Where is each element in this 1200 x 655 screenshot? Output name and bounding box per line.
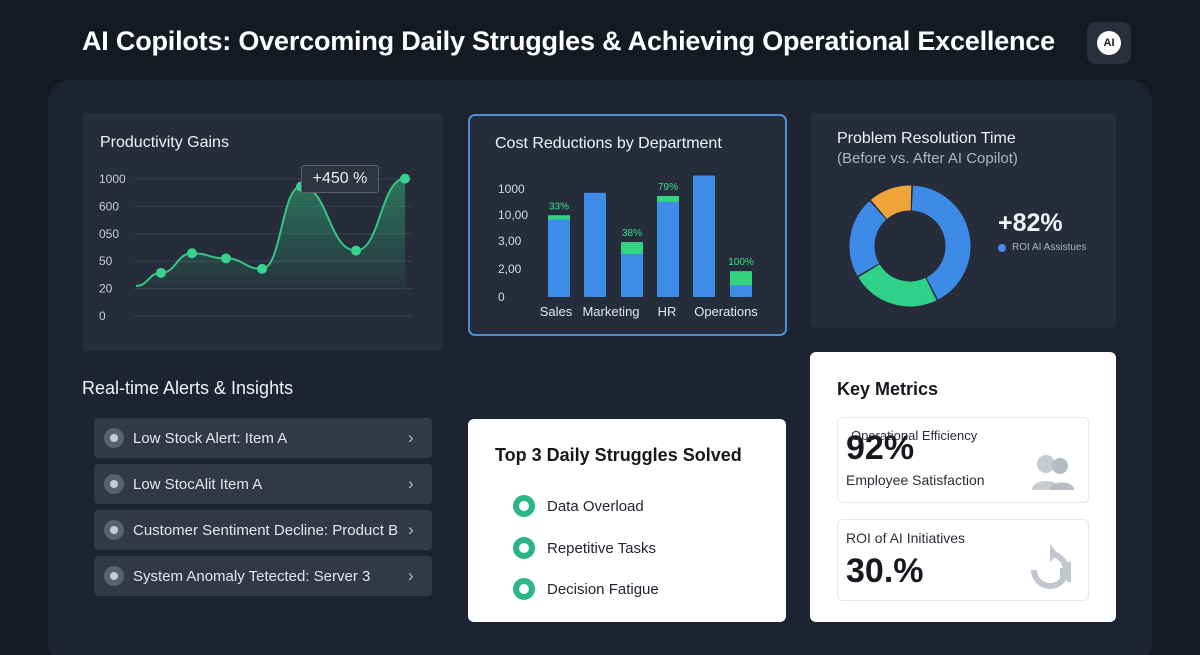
chevron-right-icon: › bbox=[408, 566, 414, 585]
y-tick-label: 10,00 bbox=[498, 208, 528, 222]
chevron-right-icon: › bbox=[408, 520, 414, 539]
cost-bar-accent bbox=[657, 195, 679, 202]
cost-reduction-card: Cost Reductions by Department 1000 10,00 3… bbox=[468, 114, 787, 336]
data-point bbox=[400, 173, 410, 184]
gear-icon bbox=[104, 428, 124, 448]
users-icon bbox=[1032, 455, 1074, 490]
struggle-label: Decision Fatigue bbox=[547, 580, 659, 598]
cost-bar bbox=[584, 192, 606, 297]
chevron-right-icon: › bbox=[408, 428, 414, 447]
people-icon bbox=[104, 520, 124, 540]
cost-bar bbox=[548, 215, 570, 297]
y-tick-label: 3,00 bbox=[498, 234, 522, 248]
struggles-card: Top 3 Daily Struggles Solved Data Overlo… bbox=[468, 419, 786, 622]
ai-badge-icon: AI bbox=[1097, 31, 1121, 55]
chevron-right-icon: › bbox=[408, 474, 414, 493]
cost-bar-accent bbox=[548, 215, 570, 220]
y-tick-label: 1000 bbox=[498, 182, 525, 196]
struggle-item-data-overload: Data Overload bbox=[513, 495, 644, 517]
y-tick-label: 2,00 bbox=[498, 262, 522, 276]
metric-label: ROI of AI Initiatives bbox=[846, 530, 966, 546]
donut-slice bbox=[911, 185, 971, 300]
person-icon bbox=[513, 578, 535, 600]
alert-label: Low StocAlit Item A bbox=[133, 475, 263, 493]
alert-label: Low Stock Alert: Item A bbox=[133, 429, 288, 447]
productivity-callout: +450 % bbox=[301, 165, 379, 193]
donut-slice bbox=[858, 263, 937, 307]
cost-bar bbox=[693, 175, 715, 297]
donut-slice bbox=[849, 201, 887, 276]
growth-icon bbox=[1031, 544, 1071, 589]
struggle-item-decision: Decision Fatigue bbox=[513, 578, 659, 600]
bar-data-label: 100% bbox=[728, 257, 754, 268]
y-tick-label: 0 bbox=[498, 290, 505, 304]
resolution-legend: ROI AI Assistues bbox=[998, 242, 1086, 253]
metric-roi: ROI of AI Initiatives 30.% bbox=[837, 519, 1089, 601]
struggles-title: Top 3 Daily Struggles Solved bbox=[495, 445, 742, 465]
metric-value: 92% bbox=[846, 429, 915, 467]
alert-label: Customer Sentiment Decline: Product B bbox=[133, 521, 399, 539]
metric-value: 30.% bbox=[846, 552, 924, 590]
alert-item-anomaly[interactable]: System Anomaly Tetected: Server 3 › bbox=[94, 556, 432, 596]
page-title: AI Copilots: Overcoming Daily Struggles … bbox=[82, 26, 1055, 56]
alert-label: System Anomaly Tetected: Server 3 bbox=[133, 567, 371, 585]
donut-slice bbox=[870, 185, 912, 220]
productivity-card: Productivity Gains 1000 600 050 50 20 0 +450 … bbox=[82, 113, 443, 351]
category-label: HR bbox=[658, 304, 677, 319]
cost-bar-accent bbox=[621, 242, 643, 254]
bar-data-label: 38% bbox=[622, 228, 642, 239]
resolution-subtitle: (Before vs. After AI Copilot) bbox=[837, 150, 1018, 167]
robot-icon bbox=[513, 537, 535, 559]
productivity-title: Productivity Gains bbox=[100, 134, 229, 151]
y-tick-label: 20 bbox=[99, 282, 113, 296]
struggle-label: Data Overload bbox=[547, 497, 644, 515]
cost-title: Cost Reductions by Department bbox=[495, 135, 722, 152]
y-tick-label: 50 bbox=[99, 254, 113, 268]
alert-item-sentiment[interactable]: Customer Sentiment Decline: Product B › bbox=[94, 510, 432, 550]
y-tick-label: 0 bbox=[99, 309, 106, 323]
data-point bbox=[257, 263, 267, 274]
resolution-donut bbox=[849, 185, 971, 307]
metric-efficiency: 92% Operational Efficiency Employee Sati… bbox=[837, 417, 1089, 503]
metric-label: Operational Efficiency bbox=[851, 428, 978, 443]
box-icon bbox=[104, 474, 124, 494]
resolution-value: +82% bbox=[998, 209, 1063, 237]
bar-data-label: 79% bbox=[658, 182, 678, 193]
resolution-card: Problem Resolution Time (Before vs. Afte… bbox=[810, 113, 1116, 328]
struggle-label: Repetitive Tasks bbox=[547, 539, 656, 557]
data-point bbox=[351, 245, 361, 256]
alert-item-low-stock-2[interactable]: Low StocAlit Item A › bbox=[94, 464, 432, 504]
cost-chart: 1000 10,00 3,00 2,00 0 33% 38% 79% 100% Sales Mark… bbox=[498, 175, 758, 319]
data-point bbox=[156, 267, 166, 278]
legend-dot-icon bbox=[998, 243, 1006, 252]
category-label: Operations bbox=[694, 304, 758, 319]
data-icon bbox=[513, 495, 535, 517]
cloud-icon bbox=[104, 566, 124, 586]
alert-item-low-stock[interactable]: Low Stock Alert: Item A › bbox=[94, 418, 432, 458]
data-point bbox=[221, 253, 231, 264]
ai-badge-button[interactable]: AI bbox=[1087, 22, 1131, 64]
cost-bar bbox=[657, 195, 679, 297]
y-tick-label: 1000 bbox=[99, 172, 126, 186]
metrics-title: Key Metrics bbox=[837, 379, 939, 399]
key-metrics-card: Key Metrics 92% Operational Efficiency E… bbox=[810, 352, 1116, 622]
y-tick-label: 050 bbox=[99, 227, 119, 241]
category-label: Marketing bbox=[582, 304, 639, 319]
data-point bbox=[187, 248, 197, 259]
y-tick-label: 600 bbox=[99, 199, 119, 213]
bar-data-label: 33% bbox=[549, 201, 569, 212]
legend-label: ROI AI Assistues bbox=[1012, 242, 1087, 253]
cost-bar-accent bbox=[730, 271, 752, 286]
metric-sublabel: Employee Satisfaction bbox=[846, 472, 985, 488]
struggle-item-repetitive: Repetitive Tasks bbox=[513, 537, 656, 559]
productivity-chart: 1000 600 050 50 20 0 bbox=[99, 172, 412, 323]
alerts-heading: Real-time Alerts & Insights bbox=[82, 378, 294, 398]
cost-bar bbox=[621, 242, 643, 297]
resolution-title: Problem Resolution Time bbox=[837, 130, 1016, 147]
category-label: Sales bbox=[540, 304, 573, 319]
productivity-area bbox=[136, 178, 405, 289]
